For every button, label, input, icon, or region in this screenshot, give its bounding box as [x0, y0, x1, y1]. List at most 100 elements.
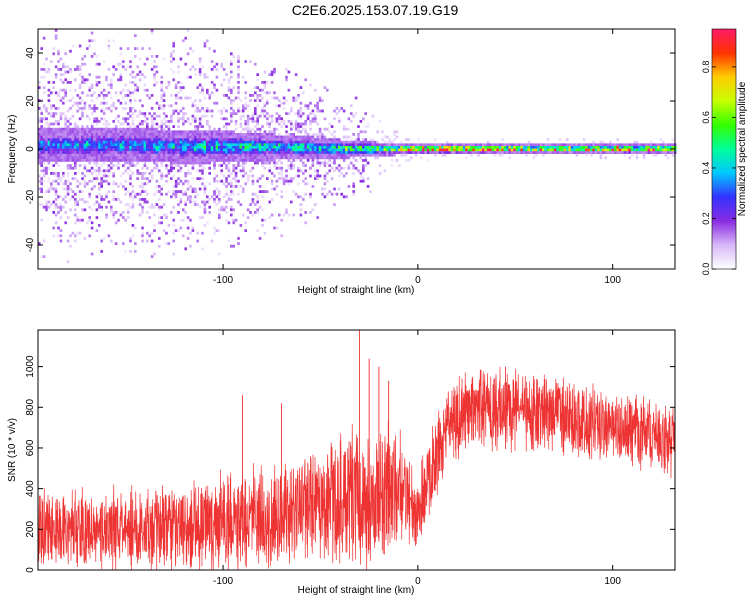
spectrogram-cell [165, 125, 168, 128]
spectrogram-cell [95, 174, 99, 178]
spectrogram-cell [316, 104, 319, 108]
spectrogram-cell [270, 187, 274, 191]
spectrogram-cell [201, 172, 204, 175]
spectrogram-cell [650, 140, 653, 144]
spectrogram-cell [242, 143, 245, 147]
spectrogram-cell [657, 146, 660, 149]
spectrogram-cell [66, 109, 70, 113]
spectrogram-cell [206, 159, 209, 162]
spectrogram-cell [105, 143, 108, 147]
spectrogram-cell [345, 146, 348, 149]
spectrogram-cell [131, 234, 135, 238]
spectrogram-cell [582, 146, 586, 149]
spectrogram-cell [268, 130, 271, 134]
spectrogram-cell [230, 130, 233, 134]
spectrogram-cell [90, 83, 94, 87]
spectrogram-cell [196, 143, 199, 147]
spectrogram-cell [170, 153, 173, 157]
spectrogram-cell [294, 156, 298, 160]
spectrogram-cell [179, 198, 183, 201]
spectrogram-cell [285, 153, 288, 157]
spectrogram-cell [534, 143, 538, 147]
spectrogram-cell [393, 148, 396, 152]
spectrogram-cell [153, 252, 156, 256]
spectrogram-cell [95, 216, 99, 219]
spectrogram-cell [218, 127, 221, 131]
spectrogram-cell [119, 146, 123, 149]
spectrogram-cell [242, 159, 245, 162]
spectrogram-cell [143, 190, 147, 193]
spectrogram-cell [50, 182, 53, 186]
spectrogram-cell [112, 190, 115, 193]
spectrogram-cell [78, 107, 82, 110]
spectrogram-cell [98, 127, 101, 131]
spectrogram-cell [234, 133, 238, 136]
spectrogram-cell [66, 174, 70, 178]
spectrogram-cell [362, 151, 365, 154]
spectrogram-cell [76, 109, 79, 113]
spectrogram-cell [316, 146, 319, 149]
spectrogram-cell [203, 109, 207, 113]
spectrogram-cell [184, 172, 187, 175]
spectrogram-cell [321, 140, 324, 144]
spectrogram-cell [510, 143, 514, 147]
spectrogram-cell [213, 148, 216, 152]
spectrogram-cell [261, 153, 264, 157]
spectrogram-cell [134, 75, 137, 79]
spectrogram-cell [354, 153, 358, 157]
spectrogram-cell [42, 161, 46, 165]
spectrogram-cell [182, 133, 185, 136]
spectrogram-cell [525, 146, 528, 149]
spectrogram-cell [551, 143, 555, 147]
spectrogram-cell [143, 88, 147, 92]
spectrogram-cell [42, 156, 46, 160]
spectrogram-cell [285, 138, 288, 141]
spectrogram-cell [198, 135, 202, 139]
spectrogram-cell [604, 143, 607, 147]
spectrogram-cell [662, 151, 665, 154]
spectrogram-cell [107, 166, 111, 170]
spectrogram-cell [302, 161, 305, 165]
spectrogram-cell [83, 166, 87, 170]
spectrogram-cell [146, 156, 149, 160]
spectrogram-cell [330, 146, 334, 149]
spectrogram-cell [266, 156, 269, 160]
spectrogram-cell [146, 140, 149, 144]
spectrogram-cell [256, 208, 259, 212]
spectrogram-cell [95, 81, 99, 84]
spectrogram-cell [119, 135, 123, 139]
spectrogram-cell [196, 133, 199, 136]
spectrogram-cell [544, 146, 547, 149]
spectrogram-cell [208, 156, 211, 160]
spectrogram-cell [50, 114, 53, 118]
spectrogram-cell [635, 140, 639, 144]
spectrogram-cell [177, 140, 180, 144]
spectrogram-cell [98, 62, 101, 66]
spectrogram-cell [90, 138, 94, 141]
spectrogram-cell [604, 151, 607, 154]
spectrogram-cell [138, 135, 142, 139]
spectrogram-cell [148, 205, 151, 209]
spectrogram-cell [470, 146, 473, 149]
spectrogram-cell [369, 153, 372, 157]
spectrogram-cell [167, 164, 171, 167]
spectrogram-cell [50, 104, 53, 108]
spectrogram-cell [215, 62, 219, 66]
spectrogram-cell [213, 153, 216, 157]
spectrogram-cell [484, 146, 487, 149]
spectrogram-cell [237, 161, 240, 165]
spectrogram-cell [266, 112, 269, 115]
spectrogram-cell [81, 198, 84, 201]
spectrogram-cell [220, 179, 223, 183]
spectrogram-cell [225, 146, 228, 149]
spectrogram-cell [218, 153, 221, 157]
spectrogram-cell [594, 146, 598, 149]
spectrogram-cell [93, 120, 96, 123]
spectrogram-cell [664, 143, 667, 147]
spectrogram-cell [160, 140, 163, 144]
spectrogram-cell [314, 177, 317, 180]
spectrogram-cell [590, 148, 593, 152]
spectrogram-cell [47, 125, 51, 128]
spectrogram-cell [297, 127, 300, 131]
spectrogram-cell [285, 133, 288, 136]
